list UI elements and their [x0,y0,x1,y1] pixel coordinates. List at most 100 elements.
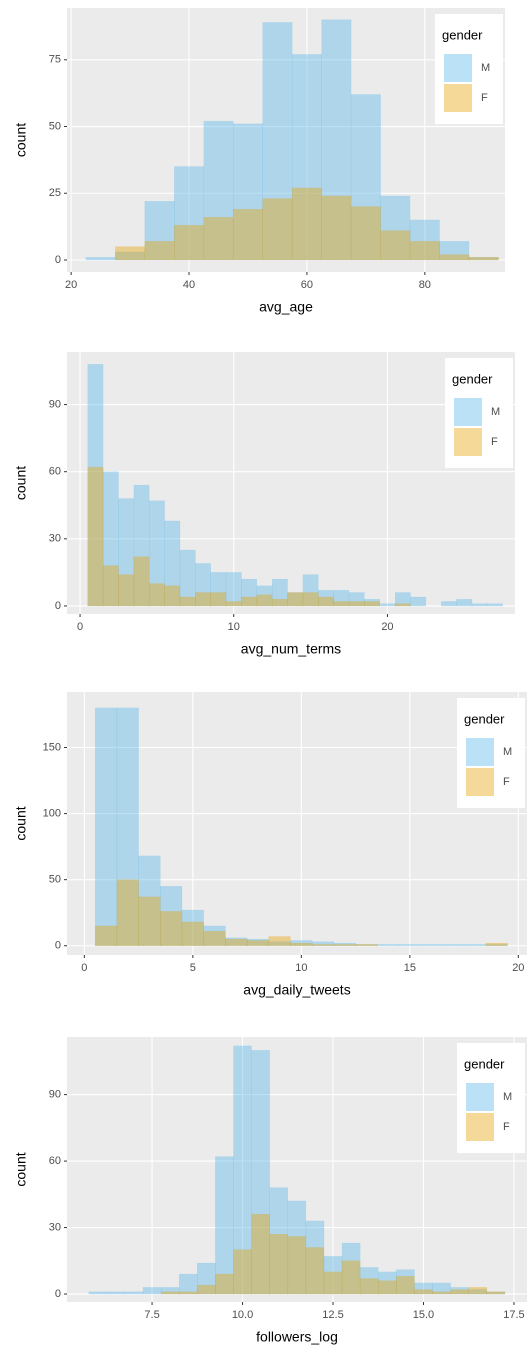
histogram-bar [355,944,378,946]
histogram-bar [241,596,258,607]
histogram-bar [215,1156,234,1295]
x-tick-label: 80 [419,279,431,291]
legend-title: gender [452,371,493,386]
histogram-bar [87,364,104,607]
x-axis-title: avg_daily_tweets [243,982,350,998]
legend-box [435,14,503,124]
x-tick-label: 0 [77,621,83,633]
histogram-bar [378,1271,397,1295]
histogram-bar [148,500,165,607]
histogram-bar [432,1291,451,1295]
histogram-bar [311,941,335,946]
histogram-bar [377,944,400,946]
legend-box [457,698,525,808]
histogram-bar [290,940,313,946]
histogram-bar [468,257,499,261]
legend-label: M [491,406,500,418]
histogram-bar [269,1187,289,1295]
histogram-bar [203,925,226,946]
histogram-bar [394,603,411,607]
histogram-bar [102,471,119,607]
histogram-bar [290,942,313,946]
histogram-bar [486,1291,506,1295]
histogram-bar [364,601,381,607]
histogram-bar [378,1280,397,1295]
histogram-bar [486,1291,506,1295]
legend-title: gender [464,1056,505,1071]
histogram-bar [215,1273,234,1295]
histogram-bar [232,123,263,261]
x-tick-label: 15.0 [413,1309,434,1321]
histogram-bar [195,592,211,607]
histogram-bar [210,592,227,607]
legend-label: M [503,1091,512,1103]
histogram-bar [321,19,352,261]
histogram-bar [341,1260,361,1295]
histogram-bar [439,241,470,261]
x-tick-label: 40 [183,279,195,291]
histogram-bar [246,940,270,946]
plot-background [67,1037,527,1302]
y-tick-label: 25 [49,187,61,199]
histogram-bar [287,1236,307,1295]
histogram-bar [410,596,427,607]
histogram-bar [318,590,334,607]
y-axis-title: count [13,806,29,840]
histogram-bar [133,484,150,607]
histogram-bar [348,601,365,607]
histogram-bar [106,1291,126,1295]
histogram-bar [256,594,273,607]
legend-label: F [481,92,488,104]
histogram-bar [138,855,161,946]
histogram-bar [380,195,411,261]
histogram-bar [333,942,356,946]
histogram-bar [233,1045,252,1295]
histogram-bar [468,1287,488,1295]
histogram-bar [380,230,411,261]
y-tick-label: 60 [49,466,61,478]
histogram-bar [333,944,356,946]
legend-title: gender [442,27,483,42]
histogram-bar [364,598,381,607]
histogram-bar [160,886,183,946]
y-tick-label: 60 [49,1155,61,1167]
legend-box [445,358,513,468]
histogram-bar [174,225,205,261]
histogram-bar [291,54,322,261]
y-tick-label: 90 [49,1089,61,1101]
y-tick-label: 0 [55,1288,61,1300]
histogram-bar [160,1291,180,1295]
y-tick-label: 100 [43,807,61,819]
histogram-bar [138,896,161,946]
histogram-bar [394,592,411,607]
legend-key [454,428,482,456]
x-tick-label: 12.5 [322,1309,343,1321]
histogram-bar [115,246,146,261]
histogram-bar [233,1249,252,1295]
y-tick-label: 150 [43,741,61,753]
histogram-bar [432,1282,451,1295]
histogram-bar [181,921,204,946]
histogram-bar [178,1291,198,1295]
y-tick-label: 90 [49,398,61,410]
histogram-bar [318,596,334,607]
histogram-bar [350,206,381,261]
x-tick-label: 20 [381,621,393,633]
histogram-bar [468,257,499,261]
histogram-bar [305,1220,325,1295]
plot-background [67,692,527,955]
legend-key [444,54,472,82]
histogram-bar [287,592,304,607]
y-tick-label: 75 [49,54,61,66]
histogram-bar [379,603,396,607]
histogram-bar [87,466,104,607]
histogram-bar [463,944,487,946]
histogram-bar [269,1233,289,1295]
histogram-bar [116,707,139,946]
x-tick-label: 20 [512,962,524,974]
legend-key [466,738,494,766]
plot-background [67,8,505,272]
y-tick-label: 0 [55,600,61,612]
histogram-bar [88,1291,108,1295]
